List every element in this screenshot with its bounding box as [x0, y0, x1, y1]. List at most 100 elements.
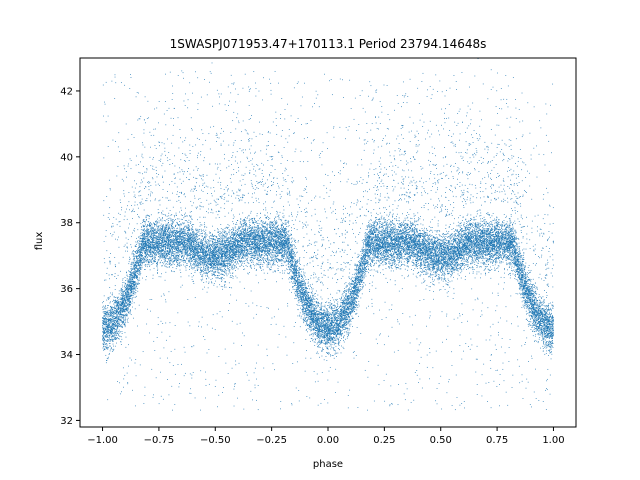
- data-point: [287, 263, 289, 265]
- data-point: [503, 188, 504, 190]
- data-point: [356, 298, 357, 299]
- data-point: [231, 251, 233, 253]
- data-point: [290, 275, 292, 277]
- data-point: [535, 264, 536, 266]
- data-point: [165, 232, 166, 234]
- data-point: [404, 198, 406, 200]
- data-point: [423, 252, 425, 254]
- data-point: [537, 315, 539, 316]
- data-point: [285, 258, 287, 260]
- data-point: [156, 272, 158, 273]
- data-point: [349, 311, 351, 312]
- data-point: [438, 260, 439, 262]
- data-point: [246, 236, 247, 238]
- data-point: [317, 303, 319, 305]
- data-point: [355, 220, 356, 221]
- data-point: [364, 259, 366, 261]
- data-point: [427, 249, 429, 251]
- data-point: [240, 231, 242, 233]
- data-point: [265, 230, 267, 232]
- data-point: [401, 261, 403, 263]
- data-point: [309, 313, 311, 315]
- data-point: [364, 244, 366, 245]
- data-point: [397, 205, 399, 207]
- data-point: [393, 242, 395, 244]
- data-point: [440, 245, 441, 247]
- data-point: [120, 202, 122, 203]
- data-point: [178, 237, 180, 239]
- data-point: [195, 187, 196, 189]
- data-point: [206, 265, 208, 267]
- data-point: [270, 253, 272, 255]
- data-point: [233, 111, 235, 113]
- data-point: [314, 321, 316, 322]
- data-point: [128, 280, 130, 282]
- data-point: [185, 207, 186, 209]
- data-point: [494, 225, 496, 227]
- data-point: [389, 405, 391, 407]
- data-point: [402, 258, 404, 260]
- data-point: [524, 289, 526, 291]
- data-point: [527, 102, 529, 104]
- data-point: [190, 273, 192, 274]
- data-point: [197, 266, 199, 268]
- data-point: [227, 253, 229, 255]
- data-point: [191, 266, 192, 268]
- data-point: [462, 156, 464, 158]
- data-point: [460, 248, 462, 250]
- data-point: [304, 212, 306, 213]
- data-point: [307, 160, 309, 162]
- data-point: [261, 249, 263, 251]
- data-point: [150, 246, 152, 248]
- data-point: [485, 254, 487, 255]
- data-point: [488, 240, 489, 242]
- data-point: [442, 262, 444, 264]
- data-point: [389, 254, 391, 256]
- data-point: [314, 316, 316, 318]
- data-point: [440, 250, 442, 252]
- data-point: [196, 178, 198, 179]
- data-point: [444, 239, 446, 241]
- data-point: [120, 336, 122, 338]
- data-point: [351, 310, 353, 311]
- data-point: [327, 314, 328, 316]
- data-point: [162, 162, 164, 164]
- data-point: [504, 254, 505, 256]
- data-point: [361, 182, 363, 184]
- data-point: [549, 336, 550, 338]
- data-point: [436, 237, 438, 239]
- data-point: [166, 219, 168, 220]
- data-point: [378, 160, 380, 162]
- data-point: [319, 324, 321, 326]
- data-point: [309, 257, 311, 259]
- data-point: [110, 319, 112, 320]
- data-point: [439, 250, 441, 252]
- data-point: [223, 189, 225, 190]
- data-point: [383, 247, 385, 249]
- data-point: [319, 196, 321, 198]
- data-point: [239, 189, 241, 191]
- data-point: [524, 295, 526, 297]
- data-point: [458, 246, 460, 248]
- data-point: [520, 277, 522, 279]
- data-point: [346, 319, 347, 321]
- data-point: [129, 288, 131, 289]
- data-point: [338, 339, 340, 341]
- data-point: [188, 228, 190, 230]
- data-point: [366, 233, 368, 234]
- data-point: [420, 223, 422, 225]
- data-point: [195, 206, 197, 208]
- data-point: [390, 227, 392, 229]
- data-point: [211, 250, 213, 252]
- data-point: [150, 227, 152, 229]
- data-point: [445, 269, 447, 271]
- data-point: [512, 252, 514, 254]
- data-point: [545, 345, 547, 347]
- data-point: [527, 267, 529, 268]
- data-point: [240, 219, 242, 221]
- data-point: [254, 222, 256, 223]
- data-point: [389, 256, 391, 258]
- data-point: [522, 134, 524, 136]
- data-point: [138, 191, 140, 193]
- data-point: [498, 270, 499, 272]
